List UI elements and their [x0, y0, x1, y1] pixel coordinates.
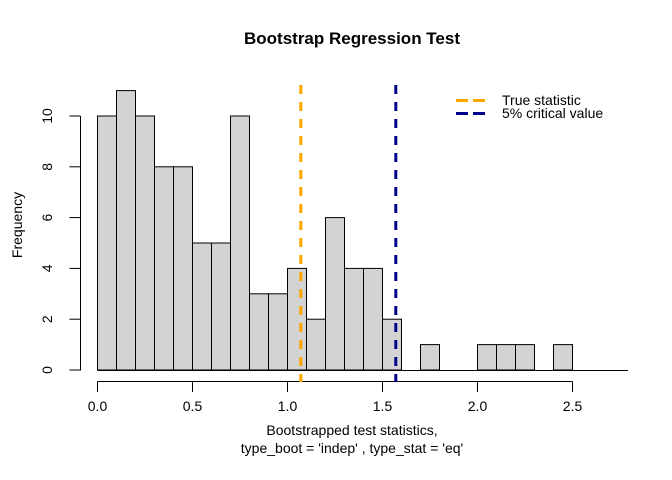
- x-tick-label: 0.0: [88, 398, 108, 414]
- y-tick-label: 10: [39, 108, 55, 124]
- histogram-bar: [97, 115, 117, 371]
- histogram-bar: [382, 318, 402, 371]
- x-axis-title: Bootstrapped test statistics, type_boot …: [241, 421, 463, 457]
- y-tick-label: 4: [39, 264, 55, 272]
- x-tick-label: 2.0: [468, 398, 488, 414]
- histogram-bar: [268, 293, 288, 371]
- legend-swatch: [456, 99, 487, 102]
- legend-item: True statistic: [456, 92, 603, 108]
- chart-title: Bootstrap Regression Test: [243, 29, 461, 48]
- histogram-bar: [515, 344, 535, 371]
- histogram-bar: [192, 242, 212, 371]
- histogram-bar: [496, 344, 516, 371]
- x-tick-label: 2.5: [563, 398, 583, 414]
- x-tick-label: 1.5: [373, 398, 393, 414]
- y-tick-label: 0: [39, 366, 55, 374]
- histogram-bar: [249, 293, 269, 371]
- y-tick-label: 6: [39, 213, 55, 221]
- histogram-bar: [363, 267, 383, 371]
- histogram-bar: [477, 344, 497, 371]
- y-axis-title: Frequency: [9, 191, 25, 259]
- y-tick-label: 8: [39, 163, 55, 171]
- histogram-bar: [135, 115, 155, 371]
- x-axis-title-line1: Bootstrapped test statistics,: [266, 422, 438, 438]
- legend-label: 5% critical value: [502, 105, 604, 121]
- histogram-bar: [287, 267, 307, 371]
- histogram-bar: [553, 344, 573, 371]
- histogram-bar: [344, 267, 364, 371]
- x-tick-label: 1.0: [278, 398, 298, 414]
- histogram-bar: [211, 242, 231, 371]
- histogram-bar: [325, 217, 345, 371]
- legend: True statistic 5% critical value: [456, 92, 604, 121]
- legend-item: 5% critical value: [456, 105, 604, 121]
- histogram-bar: [230, 115, 250, 371]
- y-tick-label: 2: [39, 315, 55, 323]
- histogram-bar: [116, 90, 136, 371]
- histogram-bar: [154, 166, 174, 371]
- x-tick-label: 0.5: [183, 398, 203, 414]
- legend-swatch: [456, 112, 487, 115]
- x-axis-title-line2: type_boot = 'indep' , type_stat = 'eq': [240, 440, 464, 456]
- histogram-bar: [420, 344, 440, 371]
- histogram-bar: [306, 318, 326, 371]
- histogram-bar: [173, 166, 193, 371]
- legend-label: True statistic: [502, 92, 581, 108]
